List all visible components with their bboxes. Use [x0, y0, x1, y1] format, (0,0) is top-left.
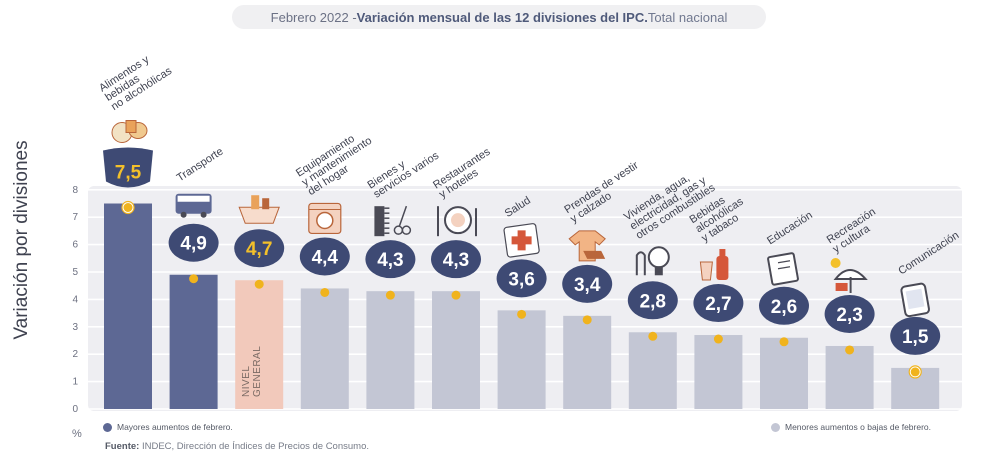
bar — [825, 345, 874, 409]
value-label: 3,6 — [508, 269, 534, 290]
value-label: 1,5 — [902, 327, 929, 348]
value-badge — [103, 147, 153, 188]
value-label: 4,3 — [443, 250, 469, 271]
notebook-icon — [767, 252, 799, 286]
tshirt-icon — [568, 230, 606, 262]
chicken-icon — [111, 120, 148, 143]
value-label: 2,8 — [640, 291, 666, 312]
legend-high: Mayores aumentos de febrero. — [103, 422, 233, 432]
value-badge — [759, 286, 809, 325]
comb-scissors-icon — [374, 205, 412, 237]
value-badge — [234, 229, 285, 268]
bus-card-icon — [175, 193, 212, 218]
bar — [628, 332, 677, 409]
value-label: 4,9 — [180, 234, 206, 255]
value-marker — [189, 274, 199, 284]
bottle-glass-icon — [699, 249, 729, 281]
y-tick-label: 6 — [72, 240, 78, 251]
general-level-label: NIVEL — [241, 366, 252, 397]
bar — [235, 280, 284, 409]
first-aid-icon — [503, 223, 540, 258]
title-prefix: Febrero 2022 - — [270, 9, 357, 25]
legend-low-label: Menores aumentos o bajas de febrero. — [785, 422, 932, 432]
title-suffix: Total nacional — [647, 9, 728, 25]
bar — [104, 203, 152, 409]
bar — [694, 335, 743, 409]
general-level-label: GENERAL — [252, 346, 263, 397]
value-label: 4,3 — [377, 250, 403, 271]
value-label: 4,4 — [312, 247, 339, 268]
bar — [432, 291, 480, 409]
value-badge — [496, 259, 547, 298]
value-marker — [779, 337, 789, 347]
value-label: 3,4 — [574, 275, 601, 296]
value-marker — [582, 315, 592, 325]
y-tick-label: 4 — [72, 294, 78, 305]
value-marker — [648, 331, 658, 341]
y-tick-label: 5 — [72, 267, 78, 278]
source-note: Fuente: INDEC, Dirección de Índices de P… — [105, 441, 369, 452]
value-marker — [910, 367, 920, 377]
umbrella-icon — [830, 257, 868, 293]
title-main: Variación mensual de las 12 divisiones d… — [356, 9, 648, 25]
value-label: 4,7 — [246, 239, 272, 260]
value-marker — [451, 290, 461, 300]
unit-label: % — [72, 428, 82, 440]
value-marker — [254, 279, 264, 289]
lightbulb-icon — [635, 246, 670, 276]
value-marker — [385, 290, 395, 300]
value-label: 7,5 — [115, 163, 142, 184]
value-marker — [713, 334, 723, 344]
source-label: Fuente: — [105, 441, 140, 452]
value-badge — [824, 294, 875, 333]
bar — [563, 315, 612, 409]
y-tick-label: 1 — [72, 377, 78, 388]
category-label: Transporte — [175, 145, 226, 184]
value-badge — [365, 240, 416, 279]
washing-machine-icon — [308, 202, 342, 235]
value-marker — [320, 287, 330, 297]
bar — [497, 310, 546, 409]
general-basket-icon — [238, 195, 280, 224]
value-badge — [890, 316, 941, 355]
value-badge — [431, 240, 481, 279]
y-tick-label: 7 — [72, 212, 78, 223]
legend-high-label: Mayores aumentos de febrero. — [117, 422, 233, 432]
value-badge — [168, 223, 219, 262]
y-tick-label: 8 — [72, 185, 78, 196]
y-tick-label: 0 — [72, 404, 78, 415]
value-badge — [693, 284, 744, 323]
y-tick-label: 2 — [72, 349, 78, 360]
smartphone-icon — [900, 282, 930, 318]
category-label: Alimentos ybebidasno alcohólicas — [97, 46, 174, 113]
value-marker — [517, 309, 527, 319]
value-badge — [627, 281, 678, 320]
plate-cutlery-icon — [437, 206, 477, 237]
legend-low: Menores aumentos o bajas de febrero. — [771, 422, 931, 432]
bar — [760, 337, 808, 409]
bar — [169, 274, 218, 409]
source-text: INDEC, Dirección de Índices de Precios d… — [139, 441, 369, 452]
value-label: 2,7 — [705, 294, 731, 315]
value-badge — [562, 264, 613, 303]
legend-high-swatch — [103, 422, 112, 432]
value-label: 2,3 — [836, 305, 862, 326]
bar — [300, 288, 349, 409]
legend-low-swatch — [771, 422, 780, 432]
y-tick-label: 3 — [72, 322, 78, 333]
value-badge — [299, 237, 350, 276]
value-marker — [845, 345, 855, 355]
bar — [366, 291, 415, 409]
value-label: 2,6 — [771, 297, 797, 318]
value-marker — [123, 203, 133, 212]
chart-title: Febrero 2022 - Variación mensual de las … — [232, 5, 766, 29]
